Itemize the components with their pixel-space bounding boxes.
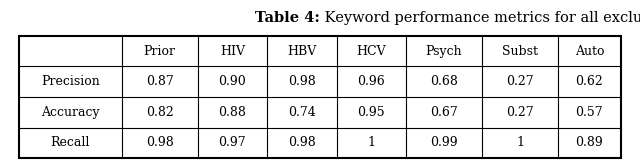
Text: 0.88: 0.88 — [218, 106, 246, 119]
Bar — [19, 36, 621, 158]
Text: 0.82: 0.82 — [146, 106, 173, 119]
Text: Accuracy: Accuracy — [41, 106, 100, 119]
Text: 0.95: 0.95 — [357, 106, 385, 119]
Text: Recall: Recall — [51, 136, 90, 149]
Text: 0.90: 0.90 — [218, 75, 246, 88]
Text: 0.98: 0.98 — [146, 136, 173, 149]
Text: HCV: HCV — [356, 45, 386, 58]
Text: 0.74: 0.74 — [288, 106, 316, 119]
Text: 0.68: 0.68 — [430, 75, 458, 88]
Text: 0.67: 0.67 — [430, 106, 458, 119]
Text: Table 4:: Table 4: — [255, 11, 320, 25]
Text: 0.96: 0.96 — [357, 75, 385, 88]
Text: 0.27: 0.27 — [506, 106, 534, 119]
Text: 0.57: 0.57 — [575, 106, 604, 119]
Text: HBV: HBV — [287, 45, 316, 58]
Text: 0.98: 0.98 — [288, 136, 316, 149]
Text: 0.62: 0.62 — [575, 75, 604, 88]
Text: Psych: Psych — [426, 45, 462, 58]
Text: 1: 1 — [516, 136, 524, 149]
Text: 0.97: 0.97 — [219, 136, 246, 149]
Text: Keyword performance metrics for all exclusion types: Keyword performance metrics for all excl… — [320, 11, 640, 25]
Text: Prior: Prior — [144, 45, 176, 58]
Text: HIV: HIV — [220, 45, 245, 58]
Text: 0.87: 0.87 — [146, 75, 173, 88]
Text: Precision: Precision — [41, 75, 100, 88]
Text: 1: 1 — [367, 136, 375, 149]
Text: 0.89: 0.89 — [575, 136, 604, 149]
Text: Subst: Subst — [502, 45, 538, 58]
Text: 0.27: 0.27 — [506, 75, 534, 88]
Text: Auto: Auto — [575, 45, 604, 58]
Text: 0.98: 0.98 — [288, 75, 316, 88]
Text: 0.99: 0.99 — [430, 136, 458, 149]
